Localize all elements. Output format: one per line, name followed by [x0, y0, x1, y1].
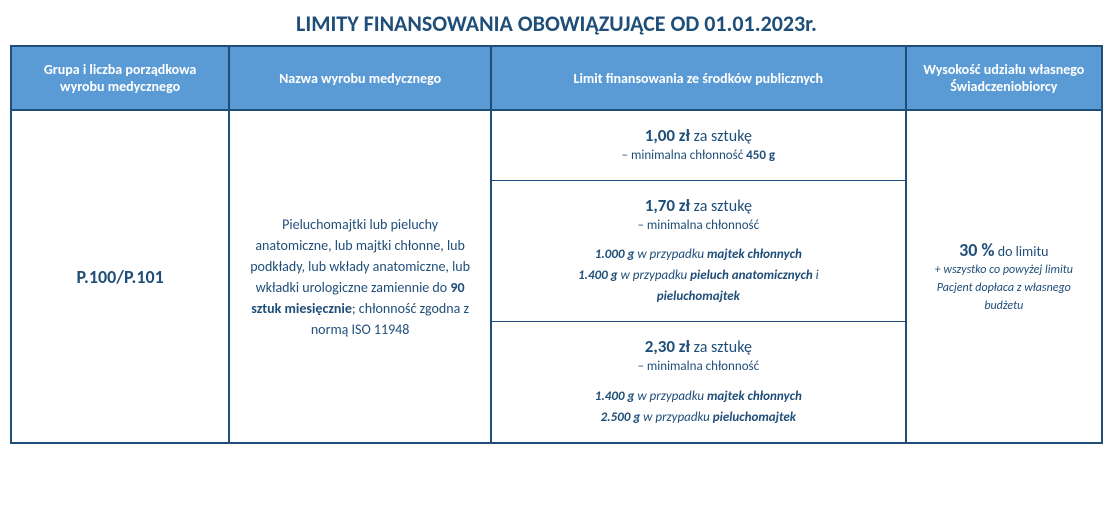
limit-tier-1: 1,00 zł za sztukę – minimalna chłonność … [492, 111, 905, 181]
product-prefix: Pieluchomajtki lub pieluchy anatomiczne,… [250, 216, 470, 296]
cell-product: Pieluchomajtki lub pieluchy anatomiczne,… [229, 110, 491, 443]
header-col4: Wysokość udziału własnego Świadczeniobio… [906, 46, 1102, 110]
detail-item: pieluchomajtek [657, 289, 740, 304]
header-col2: Nazwa wyrobu medycznego [229, 46, 491, 110]
limit-sub: – minimalna chłonność [512, 357, 885, 377]
limit-price-line: 1,00 zł za sztukę [512, 125, 885, 146]
udzial-sub1: + wszystko co powyżej limitu [921, 261, 1087, 279]
header-col3: Limit finansowania ze środków publicznyc… [491, 46, 906, 110]
detail-item: pieluch anatomicznych [690, 268, 813, 283]
cell-udzial: 30 % do limitu + wszystko co powyżej lim… [906, 110, 1102, 443]
limit-details: 1.400 g w przypadku majtek chłonnych 2.5… [512, 387, 885, 429]
udzial-percent: 30 % [959, 239, 994, 261]
limit-price-line: 1,70 zł za sztukę [512, 195, 885, 216]
limit-detail-line: 1.000 g w przypadku majtek chłonnych [512, 245, 885, 266]
cell-limits: 1,00 zł za sztukę – minimalna chłonność … [491, 110, 906, 443]
product-description: Pieluchomajtki lub pieluchy anatomiczne,… [244, 214, 476, 340]
detail-mid: w przypadku [634, 247, 707, 262]
limit-per: za sztukę [690, 338, 752, 357]
limit-sub-text: – minimalna chłonność [637, 359, 759, 374]
limit-price-line: 2,30 zł za sztukę [512, 336, 885, 357]
header-col1: Grupa i liczba porządkowa wyrobu medyczn… [11, 46, 229, 110]
page-title: LIMITY FINANSOWANIA OBOWIĄZUJĄCE OD 01.0… [10, 10, 1103, 37]
limit-sub: – minimalna chłonność 450 g [512, 146, 885, 166]
table-header-row: Grupa i liczba porządkowa wyrobu medyczn… [11, 46, 1102, 110]
limit-detail-line: 1.400 g w przypadku pieluch anatomicznyc… [512, 266, 885, 287]
detail-weight: 2.500 g [601, 410, 641, 425]
detail-weight: 1.400 g [578, 268, 618, 283]
cell-code: P.100/P.101 [11, 110, 229, 443]
limit-tier-3: 2,30 zł za sztukę – minimalna chłonność … [492, 322, 905, 442]
detail-mid: w przypadku [618, 268, 691, 283]
detail-weight: 1.400 g [595, 389, 635, 404]
udzial-main-line: 30 % do limitu [921, 239, 1087, 261]
limit-sub-text: – minimalna chłonność [622, 148, 747, 163]
table-row: P.100/P.101 Pieluchomajtki lub pieluchy … [11, 110, 1102, 443]
limit-detail-line: 2.500 g w przypadku pieluchomajtek [512, 408, 885, 429]
udzial-tail: do limitu [995, 243, 1049, 260]
limits-table: Grupa i liczba porządkowa wyrobu medyczn… [10, 45, 1103, 444]
limit-per: za sztukę [690, 197, 752, 216]
product-code: P.100/P.101 [76, 266, 163, 288]
detail-weight: 1.000 g [595, 247, 635, 262]
limit-sub-bold: 450 g [746, 148, 775, 163]
limit-price: 2,30 zł [645, 336, 690, 357]
detail-item: majtek chłonnych [707, 247, 802, 262]
detail-item: pieluchomajtek [713, 410, 796, 425]
limit-detail-line: 1.400 g w przypadku majtek chłonnych [512, 387, 885, 408]
limit-details: 1.000 g w przypadku majtek chłonnych 1.4… [512, 245, 885, 307]
detail-item: majtek chłonnych [707, 389, 802, 404]
limit-detail-line: pieluchomajtek [512, 287, 885, 308]
limit-price: 1,70 zł [645, 195, 690, 216]
limit-price: 1,00 zł [645, 125, 690, 146]
detail-mid: w przypadku [640, 410, 713, 425]
detail-mid: w przypadku [634, 389, 707, 404]
detail-tail: i [813, 268, 819, 283]
limit-sub: – minimalna chłonność [512, 216, 885, 236]
limit-sub-text: – minimalna chłonność [637, 218, 759, 233]
limit-per: za sztukę [690, 127, 752, 146]
udzial-sub2: Pacjent dopłaca z własnego budżetu [921, 279, 1087, 315]
limit-tier-2: 1,70 zł za sztukę – minimalna chłonność … [492, 181, 905, 323]
